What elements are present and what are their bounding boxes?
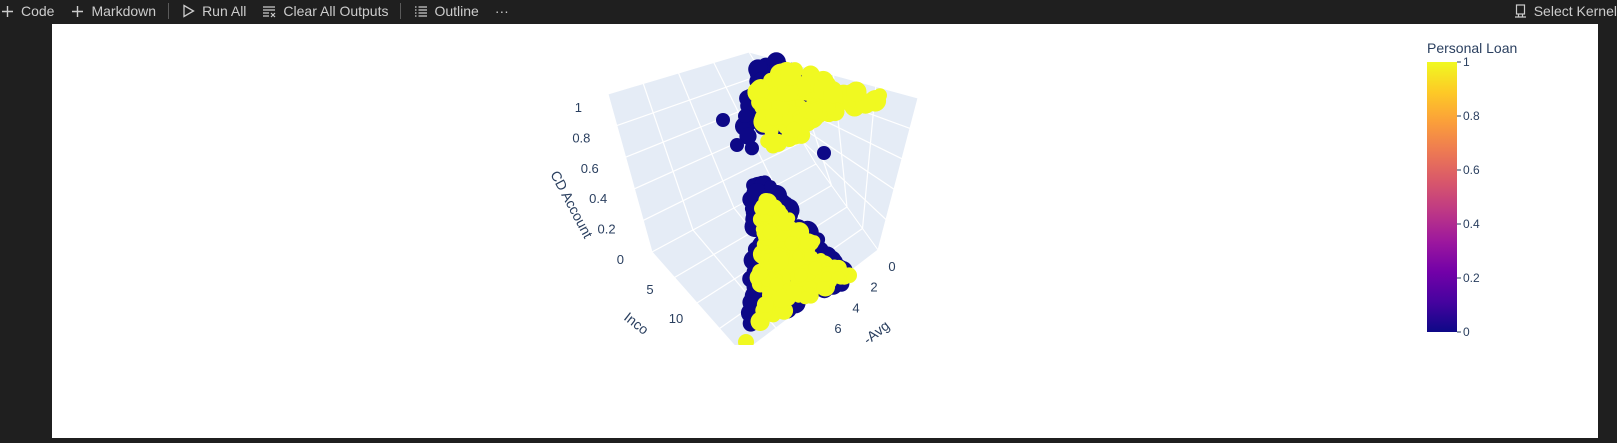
kernel-icon xyxy=(1513,4,1528,19)
select-kernel-button[interactable]: Select Kernel xyxy=(1513,0,1617,22)
scatter-point xyxy=(756,296,774,313)
x-tick-label: 2 xyxy=(870,280,877,295)
scatter-point xyxy=(762,224,779,240)
grid-line xyxy=(642,141,803,221)
z-tick-label: 1 xyxy=(575,100,582,115)
scatter-point xyxy=(816,281,830,295)
x-tick-label: 6 xyxy=(834,321,841,336)
scatter-point xyxy=(805,102,823,120)
y-tick-label: 10 xyxy=(669,311,683,326)
more-actions-button[interactable]: ··· xyxy=(487,0,517,22)
list-icon xyxy=(413,4,428,19)
scatter-point xyxy=(738,334,754,345)
outline-button[interactable]: Outline xyxy=(405,0,486,22)
clear-all-outputs-button[interactable]: Clear All Outputs xyxy=(254,0,396,22)
add-markdown-label: Markdown xyxy=(91,3,157,19)
scatter-point xyxy=(785,284,802,301)
outline-label: Outline xyxy=(434,3,479,19)
notebook-toolbar: Code Markdown Run All Clear All Outputs … xyxy=(0,0,1617,22)
plus-icon xyxy=(0,4,15,19)
z-tick-label: 0.8 xyxy=(572,130,590,145)
scrollbar-track[interactable] xyxy=(1598,22,1617,442)
scatter-point xyxy=(738,109,752,123)
clear-outputs-icon xyxy=(262,4,277,19)
colorbar-tick-label: 0.6 xyxy=(1463,163,1480,177)
scatter-point xyxy=(846,81,867,102)
colorbar-tick-label: 0.8 xyxy=(1463,109,1480,123)
run-all-label: Run All xyxy=(202,3,247,19)
scatter-point xyxy=(794,268,808,282)
scatter-point xyxy=(765,108,783,126)
z-tick-label: 0.6 xyxy=(581,161,599,176)
y-tick-label: 5 xyxy=(646,282,653,297)
scatter-point xyxy=(750,81,770,101)
scatter-point xyxy=(786,121,802,138)
scatter-point xyxy=(764,180,777,193)
y-axis-title: Inco xyxy=(621,309,652,338)
scatter-point xyxy=(730,138,744,152)
scatter-point xyxy=(765,138,781,154)
z-axis-ticks: 00.2 0.4 0.6 0.8 1 xyxy=(572,100,624,267)
z-tick-label: 0.4 xyxy=(589,191,607,206)
scatter-point xyxy=(798,291,812,305)
colorbar-tick-label: 0.4 xyxy=(1463,217,1480,231)
more-icon: ··· xyxy=(494,3,509,19)
scatter-point xyxy=(769,277,784,292)
colorbar-ticks: 1 0.8 0.6 0.4 0.2 0 xyxy=(1457,55,1480,339)
y-axis-ticks: 5 10 xyxy=(646,282,683,326)
point-cloud xyxy=(716,52,887,345)
clear-all-outputs-label: Clear All Outputs xyxy=(283,3,389,19)
toolbar-divider xyxy=(168,3,170,19)
add-markdown-button[interactable]: Markdown xyxy=(62,0,164,22)
grid-line xyxy=(802,141,887,221)
play-icon xyxy=(181,4,196,19)
scatter-point xyxy=(821,271,832,282)
grid-line xyxy=(642,83,694,231)
scatter-point xyxy=(716,113,730,127)
scatter-point xyxy=(777,214,794,231)
colorbar-tick-label: 1 xyxy=(1463,55,1470,69)
x-tick-label: 4 xyxy=(852,300,859,315)
select-kernel-label: Select Kernel xyxy=(1533,3,1617,19)
scatter-point xyxy=(780,65,801,86)
x-axis-title: -Avg xyxy=(860,317,892,347)
cell-gutter xyxy=(0,22,52,442)
colorbar-gradient xyxy=(1427,62,1457,332)
x-tick-label: 0 xyxy=(888,259,895,274)
scatter-point xyxy=(800,233,817,250)
scatter-point xyxy=(817,146,831,160)
scatter-point xyxy=(784,236,800,251)
grid-line xyxy=(677,72,735,209)
scatter-point xyxy=(792,250,803,261)
run-all-button[interactable]: Run All xyxy=(173,0,254,22)
scatter-point xyxy=(808,261,823,276)
add-code-button[interactable]: Code xyxy=(0,0,62,22)
scatter-point xyxy=(755,198,771,215)
toolbar-divider xyxy=(400,3,402,19)
grid-line xyxy=(616,73,763,127)
z-tick-label: 0.2 xyxy=(598,222,616,237)
scatter-point xyxy=(823,83,843,104)
colorbar-tick-label: 0 xyxy=(1463,325,1470,339)
plus-icon xyxy=(70,4,85,19)
z-tick-label: 0 xyxy=(617,252,624,267)
colorbar-tick-label: 0.2 xyxy=(1463,271,1480,285)
add-code-label: Code xyxy=(21,3,55,19)
colorbar-title: Personal Loan xyxy=(1427,40,1517,56)
colorbar: Personal Loan 1 0.8 0.6 0.4 0.2 0 xyxy=(1427,40,1517,339)
scatter-point xyxy=(756,267,769,280)
scatter-point xyxy=(739,127,757,145)
scatter-point xyxy=(768,250,789,271)
